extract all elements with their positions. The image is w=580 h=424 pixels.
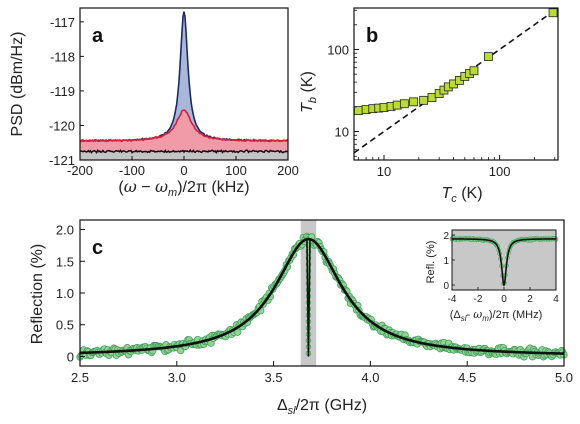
panel-a-ticks: -200 -100 0 100 200 -121 -120 -119 -118 -117: [49, 15, 299, 178]
c-xtick-label: 4.5: [458, 370, 476, 385]
b-ytick-label: 100: [327, 42, 349, 57]
a-xtick-label: 0: [180, 163, 187, 178]
panel-b: 10 100 10 100 b Tc (K) Tb (K): [299, 7, 559, 205]
inset-xlabel: (Δsl- ωm)/2π (MHz): [450, 308, 543, 323]
inset-ytick-label: 1: [443, 256, 449, 267]
panel-b-ylabel: Tb (K): [299, 71, 319, 113]
panel-c-letter: c: [92, 237, 103, 259]
c-fit-curve: [79, 237, 565, 355]
c-xtick-label: 2.5: [71, 370, 89, 385]
b-data-point: [409, 97, 418, 107]
inset-plot-area: [449, 230, 559, 290]
b-data-point: [399, 99, 409, 109]
panel-c-ticks: 2.5 3.0 3.5 4.0 4.5 5.0 0 0.5 1.0 1.5 2.0: [56, 223, 573, 385]
a-xtick-label: 200: [277, 163, 299, 178]
panel-c-plot-area: [76, 220, 568, 366]
inset-xtick-label: 4: [553, 294, 559, 305]
b-xtick-label: 10: [377, 164, 391, 179]
b-data-point: [548, 8, 558, 18]
c-notch-curve: [306, 239, 311, 357]
panel-a-ylabel: PSD (dBm/Hz): [9, 32, 26, 137]
b-data-point: [469, 66, 479, 76]
c-ytick-label: 1.5: [56, 254, 74, 269]
c-ytick-label: 0: [67, 349, 74, 364]
inset-xtick-label: 0: [501, 294, 507, 305]
inset-ytick-label: 0: [443, 281, 449, 292]
panel-b-frame: [353, 7, 559, 161]
inset-fit-curve: [452, 238, 556, 287]
series-red-fill: [80, 109, 288, 160]
c-xtick-label: 5.0: [555, 370, 573, 385]
series-red-line: [79, 109, 289, 143]
c-shaded-band: [300, 220, 317, 366]
b-data-point: [419, 95, 428, 105]
panel-a-xlabel: (ω − ωm)/2π (kHz): [118, 177, 249, 199]
a-xtick-label: -100: [119, 163, 145, 178]
c-xtick-label: 3.0: [168, 370, 186, 385]
panel-a: -200 -100 0 100 200 -121 -120 -119 -118 -117 a (ω…: [9, 7, 299, 199]
a-ytick-label: -117: [50, 15, 75, 30]
inset-xtick-label: 2: [527, 294, 533, 305]
a-ytick-label: -120: [49, 118, 75, 133]
b-data-point: [353, 106, 363, 115]
a-xtick-label: 100: [225, 163, 247, 178]
inset-xtick-label: -2: [474, 294, 483, 305]
c-xtick-label: 3.5: [265, 370, 283, 385]
a-xtick-label: -200: [67, 163, 93, 178]
panel-b-ticks: 10 100 10 100: [327, 9, 556, 179]
a-ytick-label: -121: [49, 153, 75, 168]
b-ytick-label: 10: [335, 125, 349, 140]
series-blue-fill: [80, 11, 288, 161]
b-xtick-label: 100: [489, 164, 511, 179]
inset-ticks: -4 -2 0 2 4 0 1 2: [443, 231, 559, 305]
c-ytick-label: 2.0: [56, 223, 74, 238]
a-ytick-label: -118: [50, 49, 75, 64]
panel-b-plot-area: [353, 8, 558, 154]
inset-ytick-label: 2: [443, 231, 449, 242]
panel-b-xlabel: Tc (K): [441, 185, 482, 205]
c-notch-point: [305, 287, 312, 293]
panel-c-inset: -4 -2 0 2 4 0 1 2 (Δsl- ωm)/2π (MHz) Refl. (%): [425, 229, 559, 323]
panel-c-ylabel: Reflection (%): [29, 244, 46, 344]
inset-ylabel: Refl. (%): [425, 241, 437, 284]
panel-c: 2.5 3.0 3.5 4.0 4.5 5.0 0 0.5 1.0 1.5 2.0 c Δsl/2π…: [29, 219, 573, 417]
panel-a-plot-area: [79, 11, 289, 161]
b-data-point: [484, 52, 493, 61]
panel-b-letter: b: [366, 25, 378, 47]
panel-a-letter: a: [92, 25, 104, 47]
c-xtick-label: 4.0: [361, 370, 379, 385]
a-ytick-label: -119: [50, 84, 75, 99]
c-ytick-label: 0.5: [56, 318, 74, 333]
panel-c-xlabel: Δsl/2π (GHz): [277, 397, 367, 417]
inset-xtick-label: -4: [448, 294, 457, 305]
c-ytick-label: 1.0: [56, 286, 74, 301]
series-black-line: [79, 148, 289, 155]
